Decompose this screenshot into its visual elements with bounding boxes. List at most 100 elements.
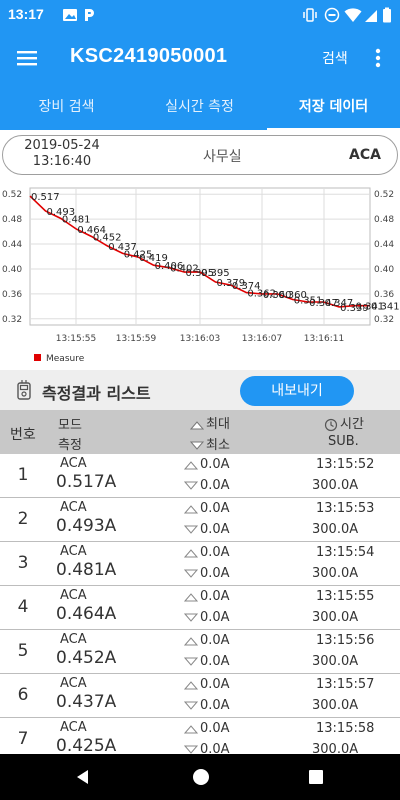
row-mode: ACA xyxy=(60,500,87,515)
header-min: 최소 xyxy=(190,434,230,453)
row-sub: 300.0A xyxy=(312,610,359,625)
row-value: 0.464A xyxy=(56,604,117,624)
row-value: 0.452A xyxy=(56,648,117,668)
list-header: 측정결과 리스트 내보내기 xyxy=(0,370,400,410)
row-sub: 300.0A xyxy=(312,698,359,713)
y-tick-label-right: 0.40 xyxy=(374,265,394,275)
y-tick-label: 0.32 xyxy=(2,315,22,325)
row-time: 13:15:54 xyxy=(316,545,375,560)
row-min: 0.0A xyxy=(184,654,230,669)
data-label: 0.425 xyxy=(124,249,153,260)
row-mode: ACA xyxy=(60,544,87,559)
triangle-down-icon xyxy=(184,569,198,578)
row-min-value: 0.0A xyxy=(200,522,230,537)
triangle-up-icon xyxy=(184,724,198,733)
record-location: 사무실 xyxy=(203,149,242,165)
export-button[interactable]: 내보내기 xyxy=(240,376,354,406)
row-number: 3 xyxy=(17,553,29,573)
row-max: 0.0A xyxy=(184,721,230,736)
row-max-value: 0.0A xyxy=(200,501,230,516)
data-label: 0.419 xyxy=(139,253,168,264)
back-icon[interactable] xyxy=(74,768,92,786)
x-tick-label: 13:16:07 xyxy=(242,334,282,344)
data-label: 0.437 xyxy=(108,242,137,253)
table-row[interactable]: 4 ACA 0.464A 0.0A 0.0A 13:15:55 300.0A xyxy=(0,586,400,630)
meter-icon xyxy=(17,380,31,400)
row-min: 0.0A xyxy=(184,610,230,625)
row-mode: ACA xyxy=(60,588,87,603)
row-min-value: 0.0A xyxy=(200,742,230,757)
triangle-up-icon xyxy=(184,460,198,469)
row-number: 5 xyxy=(17,641,29,661)
row-min: 0.0A xyxy=(184,522,230,537)
y-tick-label: 0.36 xyxy=(2,290,22,300)
menu-icon[interactable] xyxy=(16,48,38,68)
triangle-up-icon xyxy=(184,636,198,645)
table-row[interactable]: 2 ACA 0.493A 0.0A 0.0A 13:15:53 300.0A xyxy=(0,498,400,542)
tab-bar: 장비 검색 실시간 측정 저장 데이터 xyxy=(0,86,400,130)
header-measure: 측정 xyxy=(58,438,82,453)
home-icon[interactable] xyxy=(191,767,211,787)
header-min-label: 최소 xyxy=(206,438,230,453)
header-time: 시간 xyxy=(324,413,364,432)
row-min-value: 0.0A xyxy=(200,654,230,669)
y-tick-label: 0.52 xyxy=(2,190,22,200)
data-label: 0.347 xyxy=(325,298,354,309)
row-value: 0.493A xyxy=(56,516,117,536)
triangle-up-icon xyxy=(184,504,198,513)
triangle-up-icon xyxy=(184,548,198,557)
row-sub: 300.0A xyxy=(312,478,359,493)
header-time-label: 시간 xyxy=(340,417,364,432)
record-datetime: 2019-05-24 13:16:40 xyxy=(3,138,121,170)
row-time: 13:15:55 xyxy=(316,589,375,604)
image-icon xyxy=(63,9,77,21)
row-max-value: 0.0A xyxy=(200,677,230,692)
chart-svg: 0.52 0.52 0.48 0.48 0.44 0.44 0.40 0.40 0.36 0.36… xyxy=(2,187,400,364)
status-bar: 13:17 xyxy=(0,0,400,30)
record-time: 13:16:40 xyxy=(32,154,92,169)
row-max-value: 0.0A xyxy=(200,545,230,560)
y-tick-label-right: 0.36 xyxy=(374,290,394,300)
triangle-down-icon xyxy=(184,657,198,666)
search-button[interactable]: 검색 xyxy=(322,51,348,67)
table-row[interactable]: 5 ACA 0.452A 0.0A 0.0A 13:15:56 300.0A xyxy=(0,630,400,674)
row-min: 0.0A xyxy=(184,742,230,757)
tab-realtime-measure[interactable]: 실시간 측정 xyxy=(165,99,234,115)
tab-device-search[interactable]: 장비 검색 xyxy=(38,99,95,115)
y-tick-label: 0.40 xyxy=(2,265,22,275)
signal-icon xyxy=(365,10,377,22)
more-options-icon[interactable] xyxy=(372,47,384,69)
row-number: 6 xyxy=(17,685,29,705)
measure-chart: 0.52 0.52 0.48 0.48 0.44 0.44 0.40 0.40 0.36 0.36… xyxy=(0,178,400,368)
table-row[interactable]: 6 ACA 0.437A 0.0A 0.0A 13:15:57 300.0A xyxy=(0,674,400,718)
tab-saved-data[interactable]: 저장 데이터 xyxy=(298,99,369,115)
data-label: 0.402 xyxy=(170,264,199,275)
header-sub: SUB. xyxy=(328,434,359,449)
clock-icon xyxy=(324,418,338,431)
data-label: 0.341 xyxy=(371,302,400,313)
data-label: 0.395 xyxy=(201,268,230,279)
row-value: 0.481A xyxy=(56,560,117,580)
row-number: 7 xyxy=(17,729,29,749)
y-tick-label-right: 0.48 xyxy=(374,215,394,225)
row-time: 13:15:53 xyxy=(316,501,375,516)
row-time: 13:15:56 xyxy=(316,633,375,648)
row-max: 0.0A xyxy=(184,677,230,692)
navigation-bar xyxy=(0,754,400,800)
row-time: 13:15:58 xyxy=(316,721,375,736)
tab-indicator xyxy=(267,128,400,131)
data-label: 0.481 xyxy=(62,215,91,226)
recents-icon[interactable] xyxy=(308,769,324,785)
row-max-value: 0.0A xyxy=(200,457,230,472)
row-min: 0.0A xyxy=(184,478,230,493)
header-number: 번호 xyxy=(10,427,36,443)
header-max-label: 최대 xyxy=(206,417,230,432)
table-header: 번호 모드 측정 최대 최소 시간 SUB. xyxy=(0,410,400,454)
data-label: 0.341 xyxy=(356,302,385,313)
data-label: 0.406 xyxy=(155,261,184,272)
record-date: 2019-05-24 xyxy=(24,138,100,153)
table-row[interactable]: 3 ACA 0.481A 0.0A 0.0A 13:15:54 300.0A xyxy=(0,542,400,586)
row-min: 0.0A xyxy=(184,698,230,713)
table-row[interactable]: 1 ACA 0.517A 0.0A 0.0A 13:15:52 300.0A xyxy=(0,454,400,498)
row-max: 0.0A xyxy=(184,457,230,472)
